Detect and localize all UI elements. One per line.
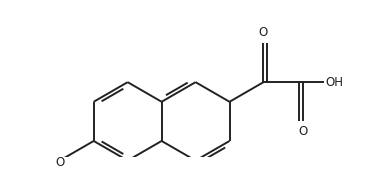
Text: O: O: [298, 125, 307, 138]
Text: O: O: [56, 156, 65, 169]
Text: O: O: [259, 26, 268, 39]
Text: OH: OH: [326, 76, 344, 89]
